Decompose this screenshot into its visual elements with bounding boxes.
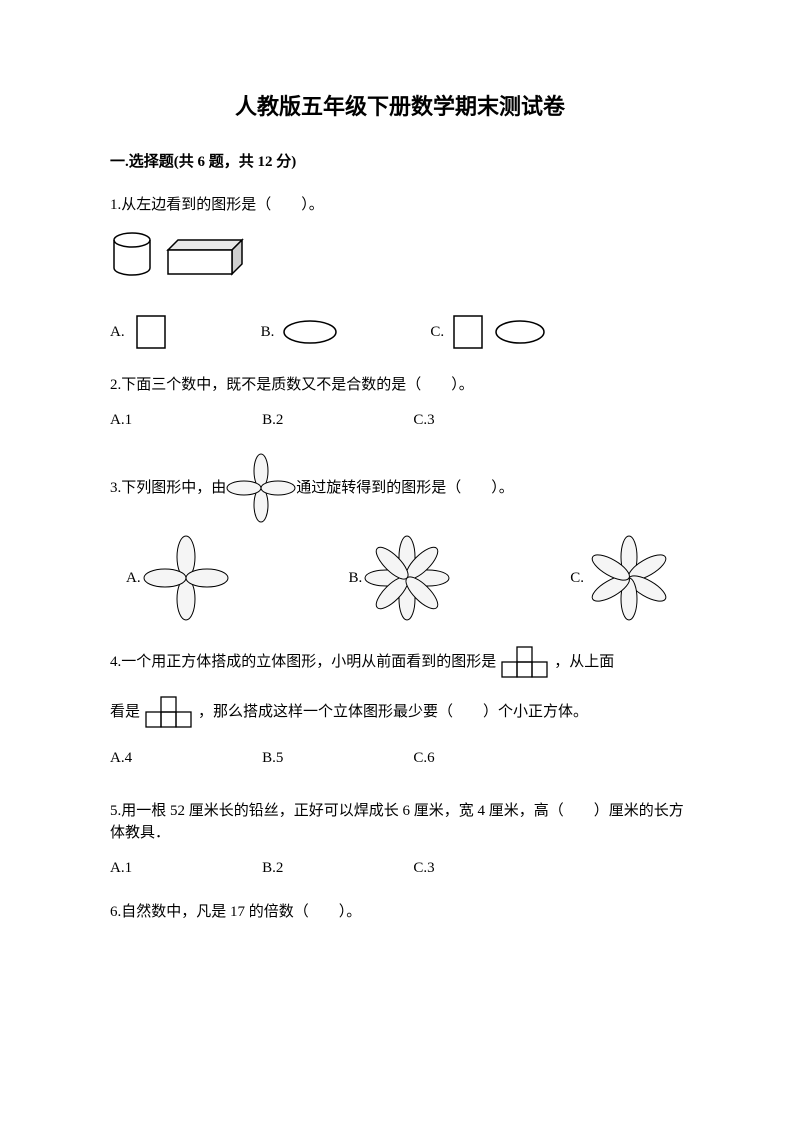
q4-line1b: ，从上面 <box>554 651 614 674</box>
q3-opt-b-label: B. <box>349 567 363 590</box>
flower8-icon <box>362 533 452 623</box>
q1-opt-a: A. <box>110 312 171 352</box>
q4-options: A.4 B.5 C.6 <box>110 747 690 770</box>
question-4: 4.一个用正方体搭成的立体图形，小明从前面看到的图形是 ，从上面 看是 ，那么搭… <box>110 645 690 770</box>
q1-shapes <box>110 228 690 284</box>
q4-opt-b: B.5 <box>262 747 283 770</box>
flower4-icon <box>226 453 296 523</box>
q1-opt-b-label: B. <box>261 321 275 344</box>
page-title: 人教版五年级下册数学期末测试卷 <box>110 90 690 123</box>
question-5: 5.用一根 52 厘米长的铅丝，正好可以焊成长 6 厘米，宽 4 厘米，高（ ）… <box>110 800 690 880</box>
flower4b-icon <box>141 533 231 623</box>
q4-line1a: 4.一个用正方体搭成的立体图形，小明从前面看到的图形是 <box>110 651 496 674</box>
flower6-icon <box>584 533 674 623</box>
q2-opt-c: C.3 <box>413 409 434 432</box>
q1-opt-c-label: C. <box>430 321 444 344</box>
q3-post: 通过旋转得到的图形是（ ）。 <box>296 477 514 500</box>
ellipse-icon <box>280 317 340 347</box>
question-6: 6.自然数中，凡是 17 的倍数（ ）。 <box>110 901 690 924</box>
top-view-icon <box>144 695 194 729</box>
q5-options: A.1 B.2 C.3 <box>110 857 690 880</box>
q1-solids-icon <box>110 228 250 284</box>
q5-text: 5.用一根 52 厘米长的铅丝，正好可以焊成长 6 厘米，宽 4 厘米，高（ ）… <box>110 800 690 845</box>
q3-pre: 3.下列图形中，由 <box>110 477 226 500</box>
square-icon <box>131 312 171 352</box>
q3-opt-a: A. <box>126 533 231 623</box>
section-header: 一.选择题(共 6 题，共 12 分) <box>110 151 690 174</box>
q4-opt-a: A.4 <box>110 747 132 770</box>
q3-opt-a-label: A. <box>126 567 141 590</box>
front-view-icon <box>500 645 550 679</box>
q1-options: A. B. C. <box>110 312 690 352</box>
q1-opt-c: C. <box>430 312 550 352</box>
q3-opt-c-label: C. <box>570 567 584 590</box>
q5-opt-a: A.1 <box>110 857 132 880</box>
question-2: 2.下面三个数中，既不是质数又不是合数的是（ ）。 A.1 B.2 C.3 <box>110 374 690 431</box>
q3-options: A. B. <box>110 533 690 623</box>
q4-line2a: 看是 <box>110 701 140 724</box>
question-3: 3.下列图形中，由 通过旋转得到的图形是（ ）。 A. <box>110 453 690 623</box>
q3-opt-c: C. <box>570 533 674 623</box>
q2-opt-b: B.2 <box>262 409 283 432</box>
q1-opt-a-label: A. <box>110 321 125 344</box>
q2-options: A.1 B.2 C.3 <box>110 409 690 432</box>
q2-text: 2.下面三个数中，既不是质数又不是合数的是（ ）。 <box>110 374 690 397</box>
square-ellipse-icon <box>450 312 550 352</box>
q1-text: 1.从左边看到的图形是（ ）。 <box>110 194 690 217</box>
question-1: 1.从左边看到的图形是（ ）。 A. B. C. <box>110 194 690 353</box>
q5-opt-b: B.2 <box>262 857 283 880</box>
q2-opt-a: A.1 <box>110 409 132 432</box>
q3-opt-b: B. <box>349 533 453 623</box>
q5-opt-c: C.3 <box>413 857 434 880</box>
q4-line2b: ，那么搭成这样一个立体图形最少要（ ）个小正方体。 <box>198 701 588 724</box>
q4-opt-c: C.6 <box>413 747 434 770</box>
q1-opt-b: B. <box>261 317 341 347</box>
q6-text: 6.自然数中，凡是 17 的倍数（ ）。 <box>110 901 690 924</box>
